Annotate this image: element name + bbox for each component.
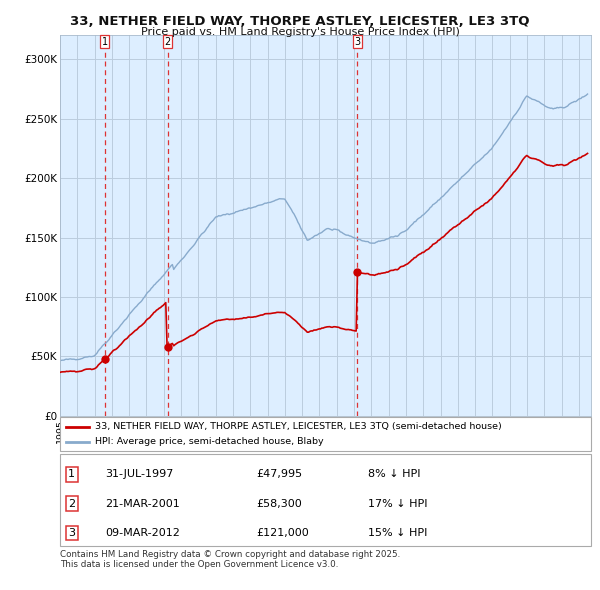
Text: 1: 1 bbox=[68, 470, 75, 480]
Text: 21-MAR-2001: 21-MAR-2001 bbox=[105, 499, 180, 509]
Text: 33, NETHER FIELD WAY, THORPE ASTLEY, LEICESTER, LE3 3TQ: 33, NETHER FIELD WAY, THORPE ASTLEY, LEI… bbox=[70, 15, 530, 28]
Text: 3: 3 bbox=[68, 528, 75, 538]
Text: HPI: Average price, semi-detached house, Blaby: HPI: Average price, semi-detached house,… bbox=[95, 437, 323, 446]
Text: £121,000: £121,000 bbox=[256, 528, 309, 538]
Text: 1: 1 bbox=[101, 37, 107, 47]
Text: £47,995: £47,995 bbox=[256, 470, 302, 480]
Text: 8% ↓ HPI: 8% ↓ HPI bbox=[368, 470, 421, 480]
FancyBboxPatch shape bbox=[60, 454, 591, 546]
Text: £58,300: £58,300 bbox=[256, 499, 302, 509]
Text: Price paid vs. HM Land Registry's House Price Index (HPI): Price paid vs. HM Land Registry's House … bbox=[140, 27, 460, 37]
Text: 15% ↓ HPI: 15% ↓ HPI bbox=[368, 528, 427, 538]
Text: Contains HM Land Registry data © Crown copyright and database right 2025.
This d: Contains HM Land Registry data © Crown c… bbox=[60, 550, 400, 569]
Text: 3: 3 bbox=[354, 37, 361, 47]
Text: 09-MAR-2012: 09-MAR-2012 bbox=[105, 528, 180, 538]
Text: 2: 2 bbox=[68, 499, 75, 509]
FancyBboxPatch shape bbox=[60, 417, 591, 451]
Text: 31-JUL-1997: 31-JUL-1997 bbox=[105, 470, 173, 480]
Text: 2: 2 bbox=[164, 37, 171, 47]
Text: 17% ↓ HPI: 17% ↓ HPI bbox=[368, 499, 427, 509]
Text: 33, NETHER FIELD WAY, THORPE ASTLEY, LEICESTER, LE3 3TQ (semi-detached house): 33, NETHER FIELD WAY, THORPE ASTLEY, LEI… bbox=[95, 422, 501, 431]
